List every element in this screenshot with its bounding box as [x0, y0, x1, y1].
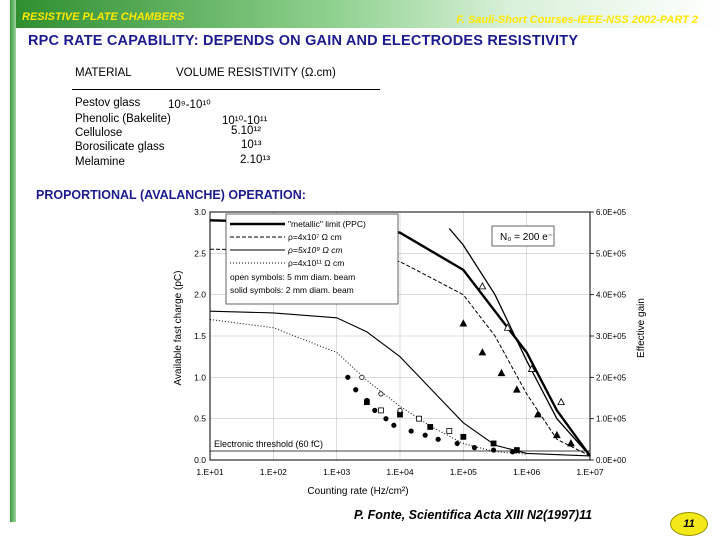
triangle-marker [459, 319, 468, 327]
circle-marker [490, 447, 497, 453]
circle-marker [364, 397, 370, 404]
resistivity-borosilicate: 10¹³ [241, 139, 262, 151]
y-tick-label: 0.5 [194, 414, 206, 424]
triangle-marker [567, 439, 575, 447]
y-tick-label: 0.0 [194, 455, 206, 465]
material-pestov: Pestov glass [75, 97, 141, 109]
legend-metallic: "metallic" limit (PPC) [288, 219, 366, 229]
triangle-marker [478, 348, 487, 356]
x-tick-label: 1.E+04 [386, 467, 413, 477]
material-melamine: Melamine [75, 156, 125, 168]
square-marker [446, 428, 453, 434]
circle-marker [435, 436, 441, 442]
circle-marker [510, 449, 516, 455]
triangle-marker [557, 397, 565, 406]
circle-marker [383, 416, 389, 422]
y2-tick-label: 3.0E+05 [596, 332, 627, 341]
square-marker [460, 433, 467, 440]
material-bakelite: Phenolic (Bakelite) [75, 113, 171, 125]
y-tick-label: 1.5 [194, 331, 206, 341]
table-rule [72, 89, 380, 90]
legend-open-symbols: open symbols: 5 mm diam. beam [230, 272, 355, 282]
circle-marker [454, 440, 460, 447]
series-line-solid [209, 310, 591, 457]
square-marker [427, 424, 434, 430]
legend-rho2: ρ=5x10⁹ Ω cm [287, 245, 343, 255]
circle-marker [408, 428, 414, 434]
triangle-marker [527, 364, 536, 372]
triangle-marker [497, 368, 506, 377]
circle-marker [378, 391, 384, 397]
y-tick-label: 1.0 [194, 372, 206, 382]
x-tick-label: 1.E+01 [196, 467, 223, 477]
circle-marker [345, 374, 351, 380]
legend-rho1: ρ=4x10⁷ Ω cm [288, 232, 342, 242]
y2-tick-label: 6.0E+05 [596, 208, 627, 217]
threshold-label: Electronic threshold (60 fC) [214, 439, 323, 449]
triangle-marker [503, 323, 512, 331]
triangle-marker [533, 410, 542, 418]
header-right-text: F. Sauli-Short Courses-IEEE-NSS 2002-PAR… [456, 14, 698, 26]
resistivity-column-header: VOLUME RESISTIVITY (Ω.cm) [176, 67, 336, 79]
triangle-marker [478, 282, 487, 290]
gain-label: N₀ = 200 e⁻ [500, 232, 553, 243]
citation: P. Fonte, Scientifica Acta XIII N2(1997)… [354, 508, 593, 522]
resistivity-melamine: 2.10¹³ [240, 154, 271, 166]
x-tick-label: 1.E+07 [576, 467, 603, 477]
y-tick-label: 3.0 [194, 207, 206, 217]
section-title: PROPORTIONAL (AVALANCHE) OPERATION: [36, 188, 306, 202]
legend-box [225, 213, 399, 305]
circle-marker [353, 387, 359, 393]
x-tick-label: 1.E+06 [513, 467, 540, 477]
resistivity-bakelite: 10¹⁰-10¹¹ [222, 115, 268, 127]
header-left-text: RESISTIVE PLATE CHAMBERS [22, 11, 185, 23]
square-marker [490, 440, 497, 447]
square-marker [378, 407, 384, 414]
legend-solid-symbols: solid symbols: 2 mm diam. beam [230, 285, 354, 295]
x-tick-label: 1.E+03 [323, 467, 350, 477]
x-tick-labels: 1.E+01 1.E+02 1.E+03 1.E+04 1.E+05 1.E+06 1.E+… [196, 467, 603, 477]
y-tick-label: 2.5 [194, 248, 206, 258]
resistivity-pestov: 10⁹-10¹⁰ [168, 99, 211, 111]
triangle-marker [553, 430, 561, 439]
circle-marker [372, 407, 378, 413]
y2-tick-label: 1.0E+05 [596, 415, 627, 424]
header-bar [16, 0, 720, 28]
circle-marker [471, 445, 478, 451]
left-accent-bar [10, 0, 16, 522]
circle-marker [397, 407, 403, 413]
page-number-badge: 11 [670, 512, 708, 536]
slide-title: RPC RATE CAPABILITY: DEPENDS ON GAIN AND… [28, 33, 579, 49]
y2-tick-label: 5.0E+05 [596, 249, 627, 258]
material-borosilicate: Borosilicate glass [75, 141, 165, 153]
circle-marker [422, 432, 428, 438]
material-cellulose: Cellulose [75, 127, 123, 139]
y2-tick-label: 0.0E+00 [596, 456, 627, 465]
x-axis-label: Counting rate (Hz/cm²) [307, 486, 408, 497]
x-tick-label: 1.E+02 [260, 467, 287, 477]
y-tick-label: 2.0 [194, 290, 206, 300]
rate-capability-chart: 1.E+01 1.E+02 1.E+03 1.E+04 1.E+05 1.E+06 1.E+… [173, 207, 647, 497]
x-tick-label: 1.E+05 [450, 467, 477, 477]
y2-tick-labels: 0.0E+00 1.0E+05 2.0E+05 3.0E+05 4.0E+05 5.0E+… [590, 208, 627, 465]
chart-markers [345, 282, 575, 455]
material-column-header: MATERIAL [75, 67, 132, 79]
y-axis-label: Available fast charge (pC) [173, 271, 184, 386]
triangle-marker [512, 385, 521, 393]
y2-tick-label: 4.0E+05 [596, 291, 627, 300]
gain-label-box [491, 225, 555, 247]
series-line-steep [448, 228, 591, 457]
y2-tick-label: 2.0E+05 [596, 373, 627, 382]
circle-marker [391, 422, 397, 428]
y-tick-labels: 0.0 0.5 1.0 1.5 2.0 2.5 3.0 [194, 207, 206, 465]
resistivity-cellulose: 5.10¹² [231, 125, 262, 137]
circle-marker [359, 374, 365, 380]
legend-rho3: ρ=4x10¹¹ Ω cm [288, 258, 344, 268]
y2-axis-label: Effective gain [636, 298, 647, 358]
square-marker [416, 415, 422, 422]
